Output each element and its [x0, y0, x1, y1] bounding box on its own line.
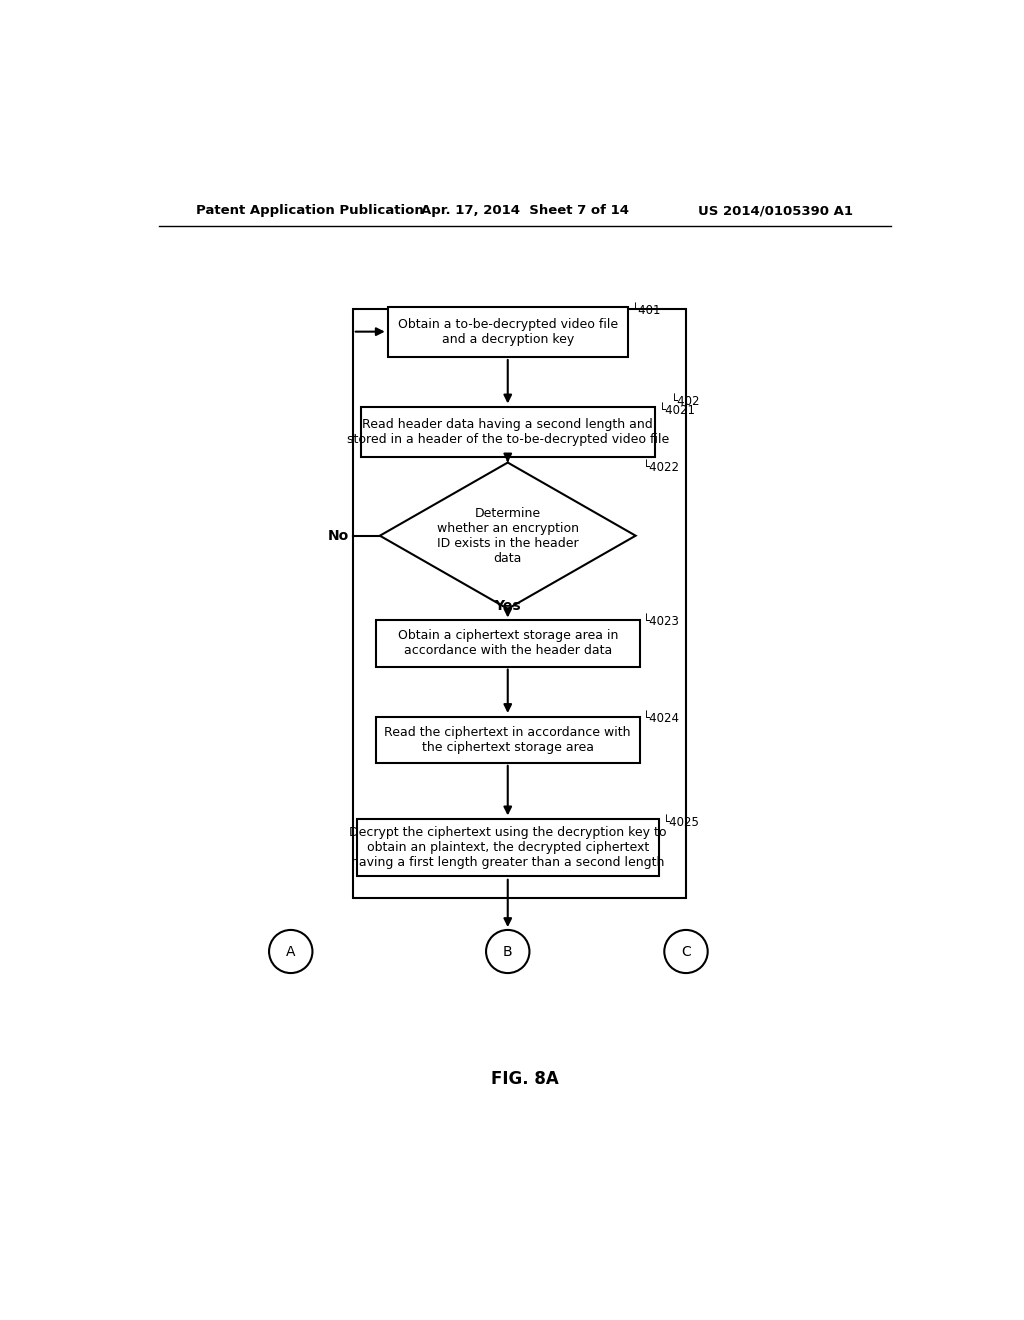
Text: └4023: └4023	[643, 615, 680, 628]
Text: B: B	[503, 945, 513, 958]
Text: └4022: └4022	[643, 462, 680, 474]
Ellipse shape	[486, 929, 529, 973]
Text: Yes: Yes	[495, 599, 521, 612]
Text: Read header data having a second length and
stored in a header of the to-be-decr: Read header data having a second length …	[347, 417, 669, 446]
Text: Read the ciphertext in accordance with
the ciphertext storage area: Read the ciphertext in accordance with t…	[384, 726, 631, 754]
Bar	[356, 818, 658, 876]
Text: US 2014/0105390 A1: US 2014/0105390 A1	[698, 205, 853, 218]
Text: No: No	[328, 529, 349, 543]
Text: Obtain a to-be-decrypted video file
and a decryption key: Obtain a to-be-decrypted video file and …	[397, 318, 617, 346]
Ellipse shape	[665, 929, 708, 973]
Bar	[376, 620, 640, 667]
Text: FIG. 8A: FIG. 8A	[490, 1069, 559, 1088]
Bar	[352, 309, 686, 898]
Text: Obtain a ciphertext storage area in
accordance with the header data: Obtain a ciphertext storage area in acco…	[397, 630, 617, 657]
Text: └401: └401	[632, 304, 662, 317]
Text: └4021: └4021	[658, 404, 696, 417]
Ellipse shape	[269, 929, 312, 973]
Bar	[388, 306, 628, 356]
Text: Patent Application Publication: Patent Application Publication	[197, 205, 424, 218]
Bar	[360, 407, 655, 457]
Bar	[376, 717, 640, 763]
Text: └402: └402	[671, 395, 700, 408]
Text: A: A	[286, 945, 296, 958]
Text: └4025: └4025	[663, 816, 699, 829]
Text: Determine
whether an encryption
ID exists in the header
data: Determine whether an encryption ID exist…	[437, 507, 579, 565]
Text: Apr. 17, 2014  Sheet 7 of 14: Apr. 17, 2014 Sheet 7 of 14	[421, 205, 629, 218]
Polygon shape	[380, 462, 636, 609]
Text: Decrypt the ciphertext using the decryption key to
obtain an plaintext, the decr: Decrypt the ciphertext using the decrypt…	[349, 826, 667, 869]
Text: └4024: └4024	[643, 711, 680, 725]
Text: C: C	[681, 945, 691, 958]
